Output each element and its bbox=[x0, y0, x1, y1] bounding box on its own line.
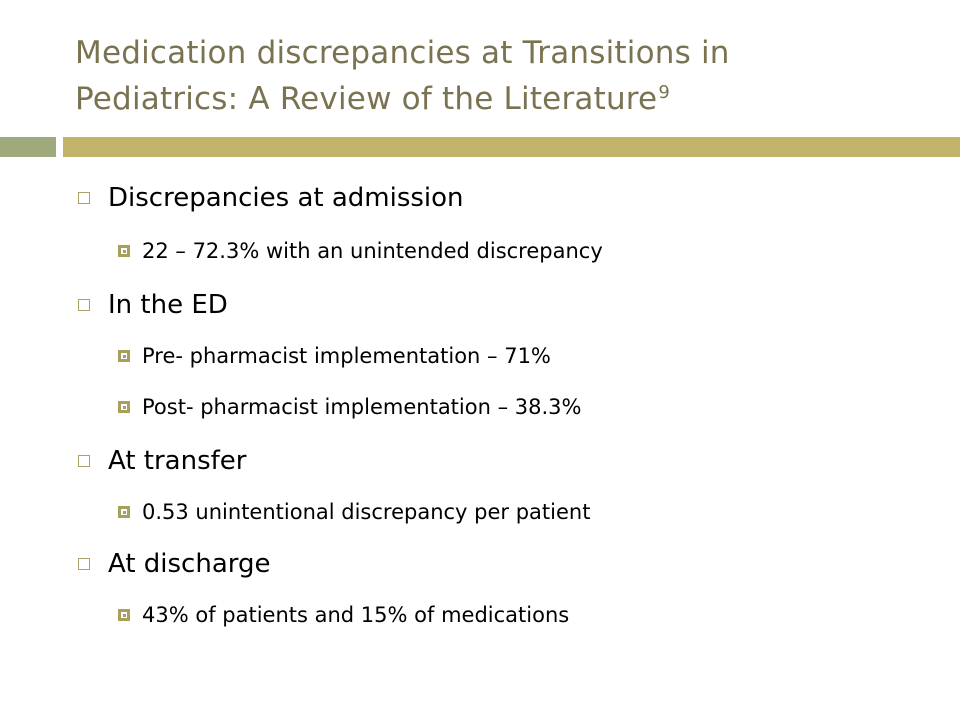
title-line-1: Medication discrepancies at Transitions … bbox=[75, 35, 730, 71]
sub-bullet-text: Pre- pharmacist implementation – 71% bbox=[142, 344, 551, 368]
title-line-2-text: Pediatrics: A Review of the Literature bbox=[75, 81, 658, 117]
accent-bar bbox=[63, 137, 960, 157]
accent-bar-left bbox=[0, 137, 56, 157]
bullet-ed: In the ED bbox=[78, 285, 228, 325]
hollow-square-bullet-icon bbox=[78, 455, 90, 467]
bullet-transfer: At transfer bbox=[78, 441, 246, 481]
sub-bullet-text: 0.53 unintentional discrepancy per patie… bbox=[142, 500, 591, 524]
bullet-text: In the ED bbox=[108, 290, 228, 320]
bullet-text: At transfer bbox=[108, 446, 247, 476]
sub-bullet-text: 22 – 72.3% with an unintended discrepanc… bbox=[142, 239, 603, 263]
sub-bullet-discharge-1: 43% of patients and 15% of medications bbox=[118, 598, 569, 632]
sub-bullet-ed-2: Post- pharmacist implementation – 38.3% bbox=[118, 390, 581, 424]
bullet-admission: Discrepancies at admission bbox=[78, 178, 464, 218]
sub-bullet-ed-1: Pre- pharmacist implementation – 71% bbox=[118, 339, 551, 373]
hollow-square-bullet-icon bbox=[78, 299, 90, 311]
hollow-square-bullet-icon bbox=[78, 558, 90, 570]
bullet-text: At discharge bbox=[108, 549, 271, 579]
hollow-square-bullet-icon bbox=[78, 192, 90, 204]
title-line-2: Pediatrics: A Review of the Literature9 bbox=[75, 76, 935, 122]
sub-bullet-text: 43% of patients and 15% of medications bbox=[142, 603, 570, 627]
filled-square-bullet-icon bbox=[118, 609, 130, 621]
bullet-discharge: At discharge bbox=[78, 544, 271, 584]
filled-square-bullet-icon bbox=[118, 401, 130, 413]
filled-square-bullet-icon bbox=[118, 245, 130, 257]
filled-square-bullet-icon bbox=[118, 506, 130, 518]
sub-bullet-transfer-1: 0.53 unintentional discrepancy per patie… bbox=[118, 495, 590, 529]
bullet-text: Discrepancies at admission bbox=[108, 183, 464, 213]
title-citation: 9 bbox=[658, 82, 670, 103]
filled-square-bullet-icon bbox=[118, 350, 130, 362]
slide-title: Medication discrepancies at Transitions … bbox=[75, 30, 935, 122]
sub-bullet-text: Post- pharmacist implementation – 38.3% bbox=[142, 395, 582, 419]
sub-bullet-admission-1: 22 – 72.3% with an unintended discrepanc… bbox=[118, 234, 603, 268]
